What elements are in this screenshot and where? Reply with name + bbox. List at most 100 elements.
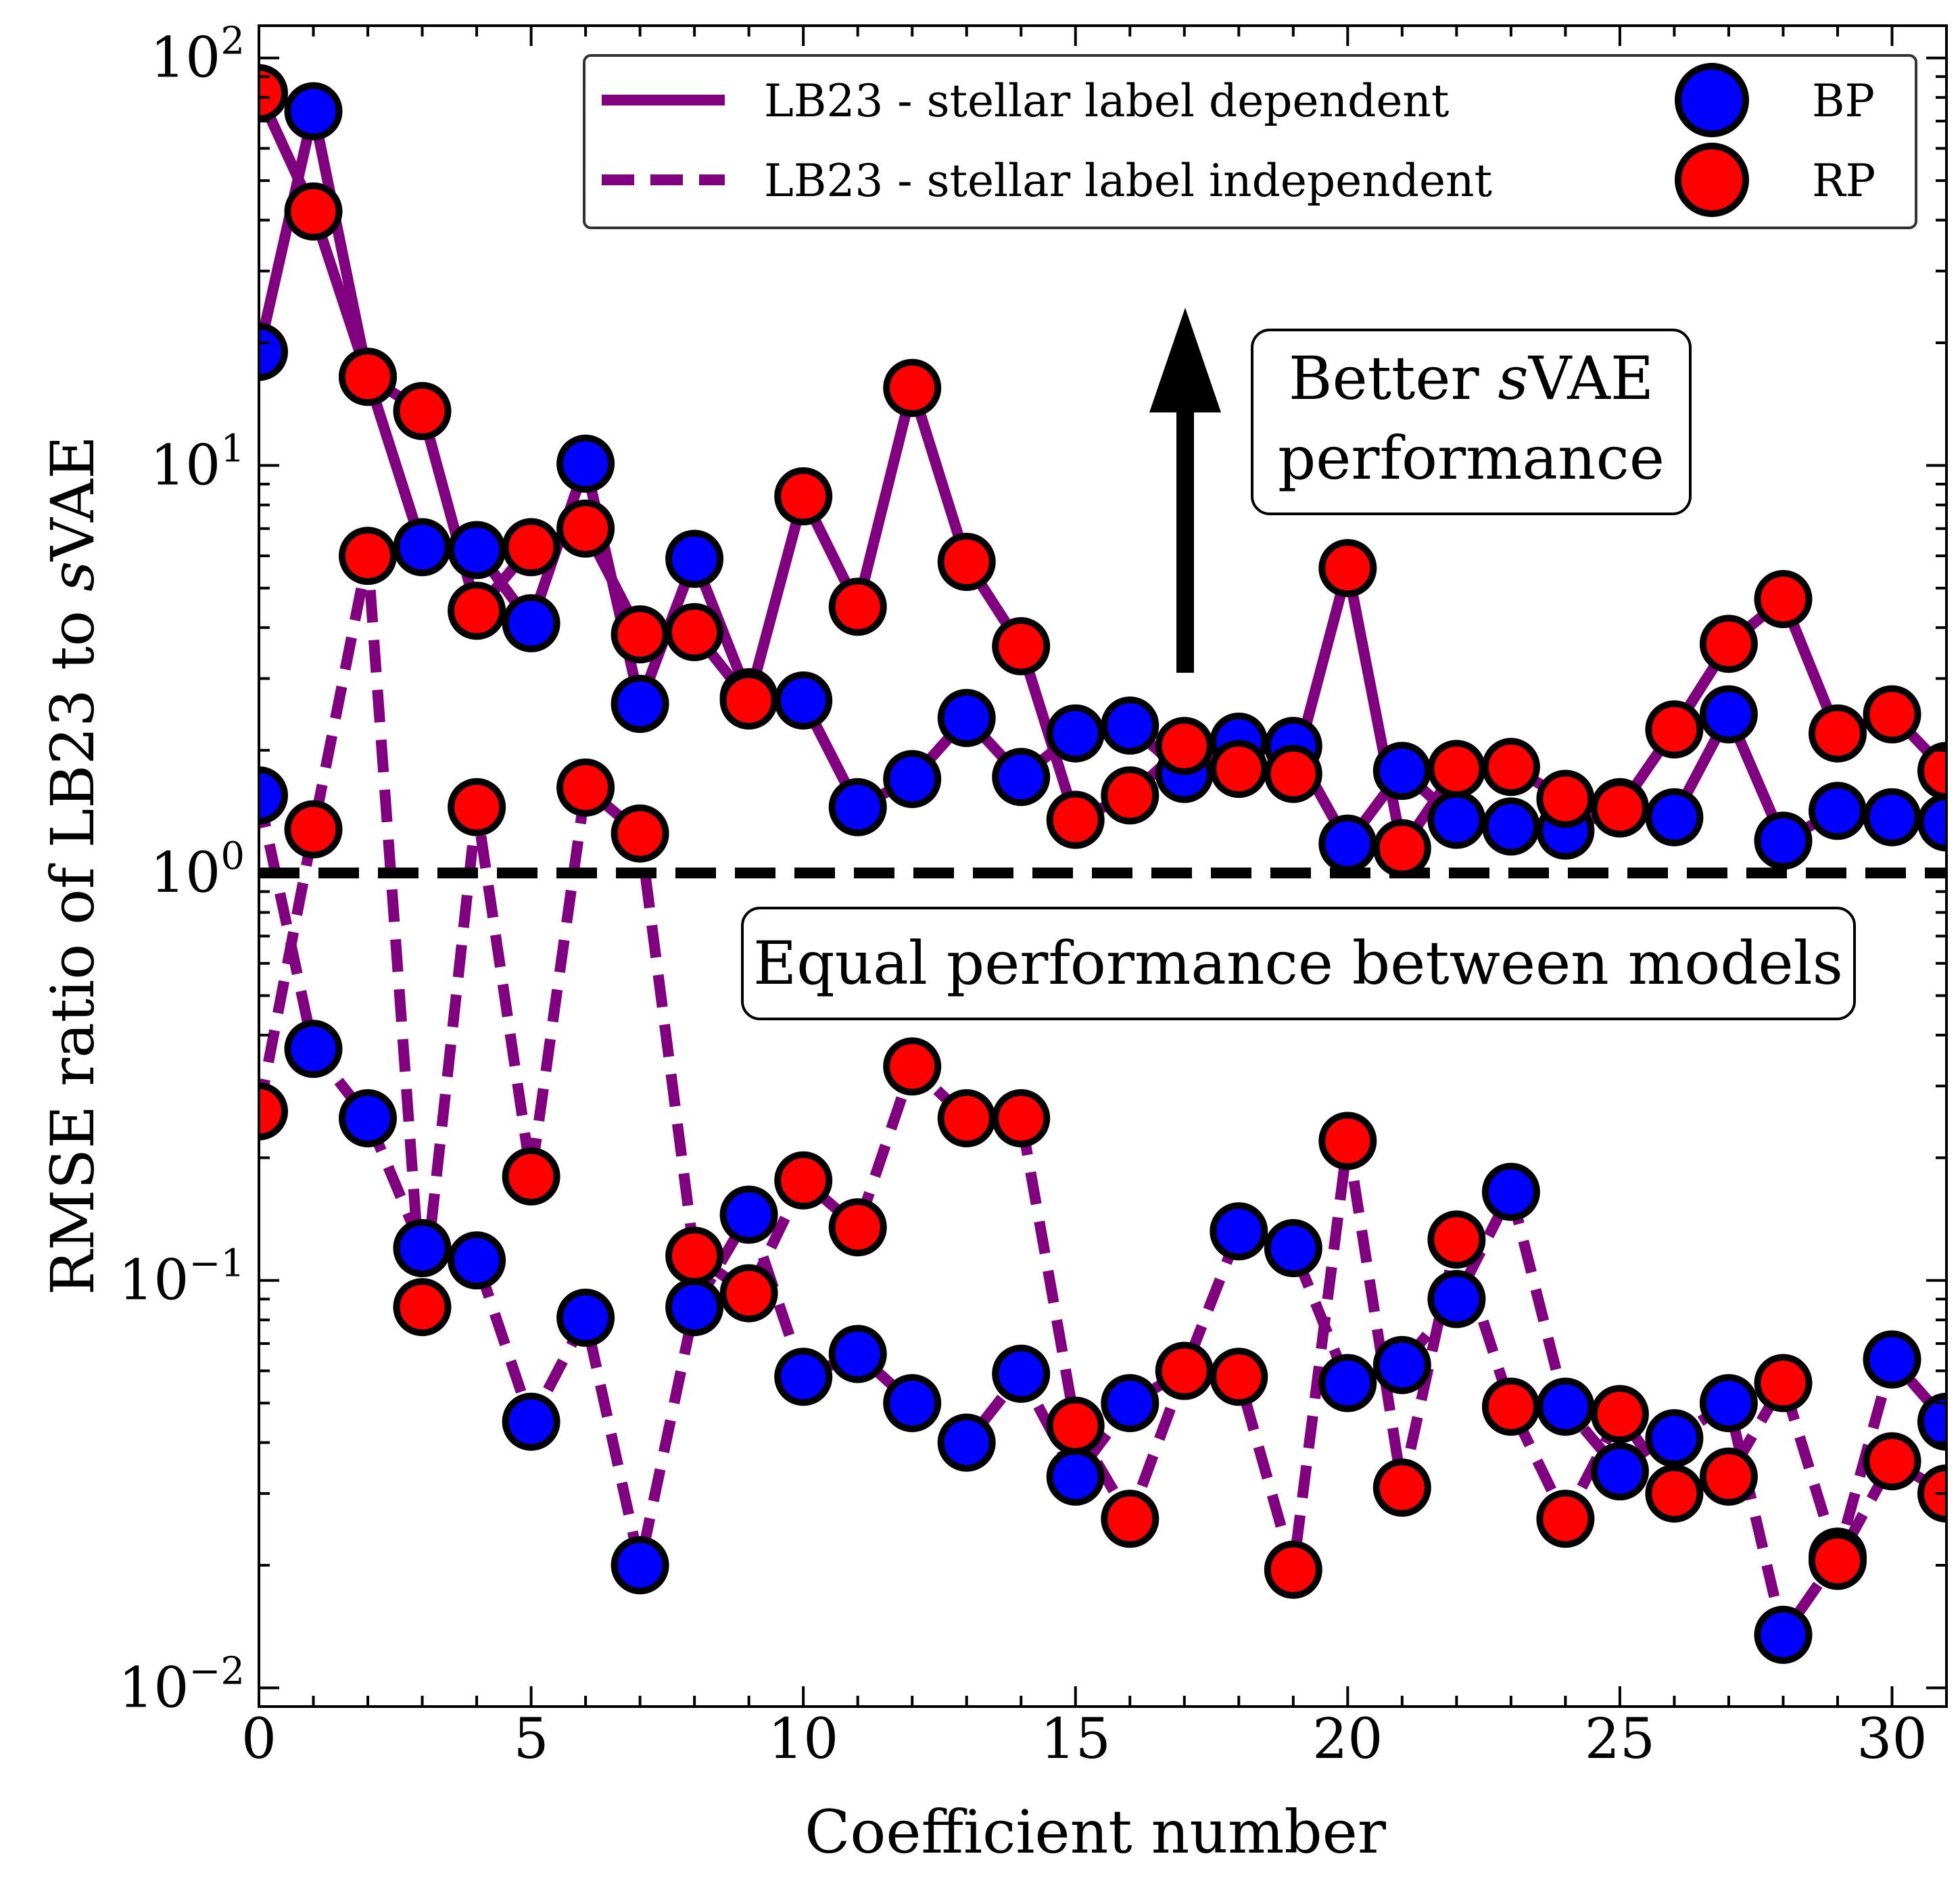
data-point-bp-dashed-9 — [719, 1185, 778, 1244]
data-point-rp-solid-17 — [1155, 717, 1214, 776]
data-point-bp-dashed-15 — [1046, 1447, 1105, 1506]
data-point-bp-dashed-18 — [1210, 1202, 1268, 1261]
y-tick-labels: 10−2 10−1 100 101 102 — [118, 20, 245, 1721]
data-point-bp-dashed-3 — [393, 1219, 452, 1277]
data-point-bp-dashed-27 — [1699, 1374, 1758, 1433]
data-point-bp-dashed-10 — [774, 1348, 833, 1406]
data-point-rp-dashed-17 — [1155, 1341, 1214, 1400]
data-point-bp-solid-0 — [259, 323, 288, 381]
data-point-bp-solid-28 — [1754, 811, 1813, 870]
data-point-bp-solid-15 — [1046, 704, 1105, 763]
data-point-rp-dashed-8 — [665, 1227, 724, 1285]
x-tick-label: 20 — [1312, 1707, 1383, 1771]
data-point-bp-solid-11 — [828, 778, 887, 836]
y-axis-title: RMSE ratio of LB23 to sVAE — [38, 435, 107, 1295]
data-point-rp-solid-13 — [937, 533, 996, 591]
equal-box — [741, 907, 1856, 1020]
data-point-bp-dashed-12 — [883, 1374, 942, 1433]
better-line1: Better sVAE — [1289, 343, 1654, 413]
data-point-rp-solid-24 — [1536, 769, 1595, 828]
data-point-rp-solid-23 — [1481, 738, 1540, 796]
data-point-rp-dashed-25 — [1590, 1385, 1649, 1444]
data-point-rp-dashed-19 — [1264, 1540, 1322, 1599]
data-point-rp-solid-11 — [828, 577, 887, 636]
data-point-bp-solid-29 — [1809, 782, 1867, 840]
data-point-rp-solid-21 — [1372, 819, 1431, 878]
data-point-rp-dashed-14 — [992, 1089, 1051, 1147]
series-markers — [259, 64, 1946, 1664]
data-point-rp-dashed-12 — [883, 1037, 942, 1096]
data-point-rp-solid-0 — [259, 64, 288, 122]
data-point-rp-solid-12 — [883, 358, 942, 417]
data-point-rp-dashed-31 — [1917, 1464, 1946, 1523]
data-point-rp-dashed-16 — [1101, 1490, 1160, 1548]
better-line2: performance — [1278, 423, 1665, 493]
data-point-rp-dashed-4 — [448, 778, 506, 836]
data-point-rp-dashed-11 — [828, 1198, 887, 1257]
better-performance-annotation: Better sVAE performance — [1149, 308, 1692, 673]
legend-rp-marker — [1675, 143, 1749, 217]
legend-rp-label: RP — [1812, 155, 1875, 207]
data-point-bp-solid-7 — [611, 675, 669, 733]
data-point-rp-dashed-24 — [1536, 1490, 1595, 1548]
y-tick-label: 10−2 — [118, 1649, 245, 1720]
data-point-bp-dashed-19 — [1264, 1219, 1322, 1277]
data-point-rp-solid-26 — [1645, 700, 1704, 759]
data-point-rp-dashed-21 — [1372, 1458, 1431, 1517]
data-point-bp-dashed-14 — [992, 1344, 1051, 1403]
data-point-rp-solid-3 — [393, 381, 452, 440]
x-tick-label: 10 — [768, 1707, 838, 1771]
x-tick-label: 0 — [241, 1707, 277, 1771]
data-point-rp-solid-6 — [556, 499, 615, 558]
data-point-bp-solid-22 — [1427, 790, 1486, 849]
data-point-rp-dashed-18 — [1210, 1348, 1268, 1406]
data-point-rp-dashed-23 — [1481, 1377, 1540, 1436]
data-point-rp-solid-15 — [1046, 790, 1105, 849]
data-point-rp-solid-10 — [774, 467, 833, 525]
legend-bp-marker — [1675, 63, 1749, 137]
data-point-bp-dashed-24 — [1536, 1377, 1595, 1436]
data-point-bp-dashed-8 — [665, 1278, 724, 1337]
data-point-rp-solid-2 — [339, 348, 397, 406]
data-point-rp-dashed-1 — [284, 800, 343, 859]
data-point-bp-dashed-5 — [502, 1392, 560, 1451]
data-point-rp-solid-8 — [665, 602, 724, 661]
data-point-bp-dashed-25 — [1590, 1442, 1649, 1501]
x-tick-label: 15 — [1041, 1707, 1111, 1771]
data-point-rp-dashed-20 — [1318, 1112, 1377, 1170]
data-point-rp-dashed-9 — [719, 1264, 778, 1323]
data-point-rp-solid-31 — [1917, 742, 1946, 801]
legend-solid-label: LB23 - stellar label dependent — [764, 75, 1449, 127]
y-tick-label: 101 — [150, 427, 245, 498]
data-point-bp-solid-14 — [992, 748, 1051, 807]
x-axis-title: Coefficient number — [805, 1797, 1387, 1867]
data-point-bp-dashed-30 — [1863, 1330, 1921, 1389]
data-point-bp-solid-12 — [883, 750, 942, 809]
data-point-bp-solid-20 — [1318, 814, 1377, 873]
data-point-bp-solid-16 — [1101, 696, 1160, 755]
data-point-rp-solid-22 — [1427, 740, 1486, 799]
data-point-bp-dashed-20 — [1318, 1354, 1377, 1412]
data-point-bp-solid-3 — [393, 518, 452, 577]
legend-box — [583, 54, 1917, 229]
data-point-rp-solid-25 — [1590, 779, 1649, 838]
data-point-rp-solid-16 — [1101, 766, 1160, 825]
x-tick-label: 5 — [513, 1707, 548, 1771]
data-point-rp-solid-9 — [719, 671, 778, 730]
x-tick-label: 25 — [1585, 1707, 1655, 1771]
data-point-bp-dashed-2 — [339, 1089, 397, 1147]
data-point-bp-dashed-11 — [828, 1325, 887, 1383]
data-point-bp-solid-23 — [1481, 797, 1540, 856]
data-point-rp-solid-27 — [1699, 615, 1758, 673]
data-point-bp-solid-27 — [1699, 685, 1758, 744]
data-point-bp-solid-5 — [502, 594, 560, 652]
data-point-rp-solid-5 — [502, 518, 560, 577]
data-point-rp-solid-29 — [1809, 704, 1867, 763]
data-point-rp-dashed-0 — [259, 1082, 288, 1141]
data-point-rp-dashed-2 — [339, 527, 397, 586]
up-arrow-icon — [1149, 308, 1221, 412]
data-point-bp-dashed-23 — [1481, 1162, 1540, 1221]
data-point-rp-solid-1 — [284, 182, 343, 241]
data-point-rp-dashed-15 — [1046, 1396, 1105, 1455]
